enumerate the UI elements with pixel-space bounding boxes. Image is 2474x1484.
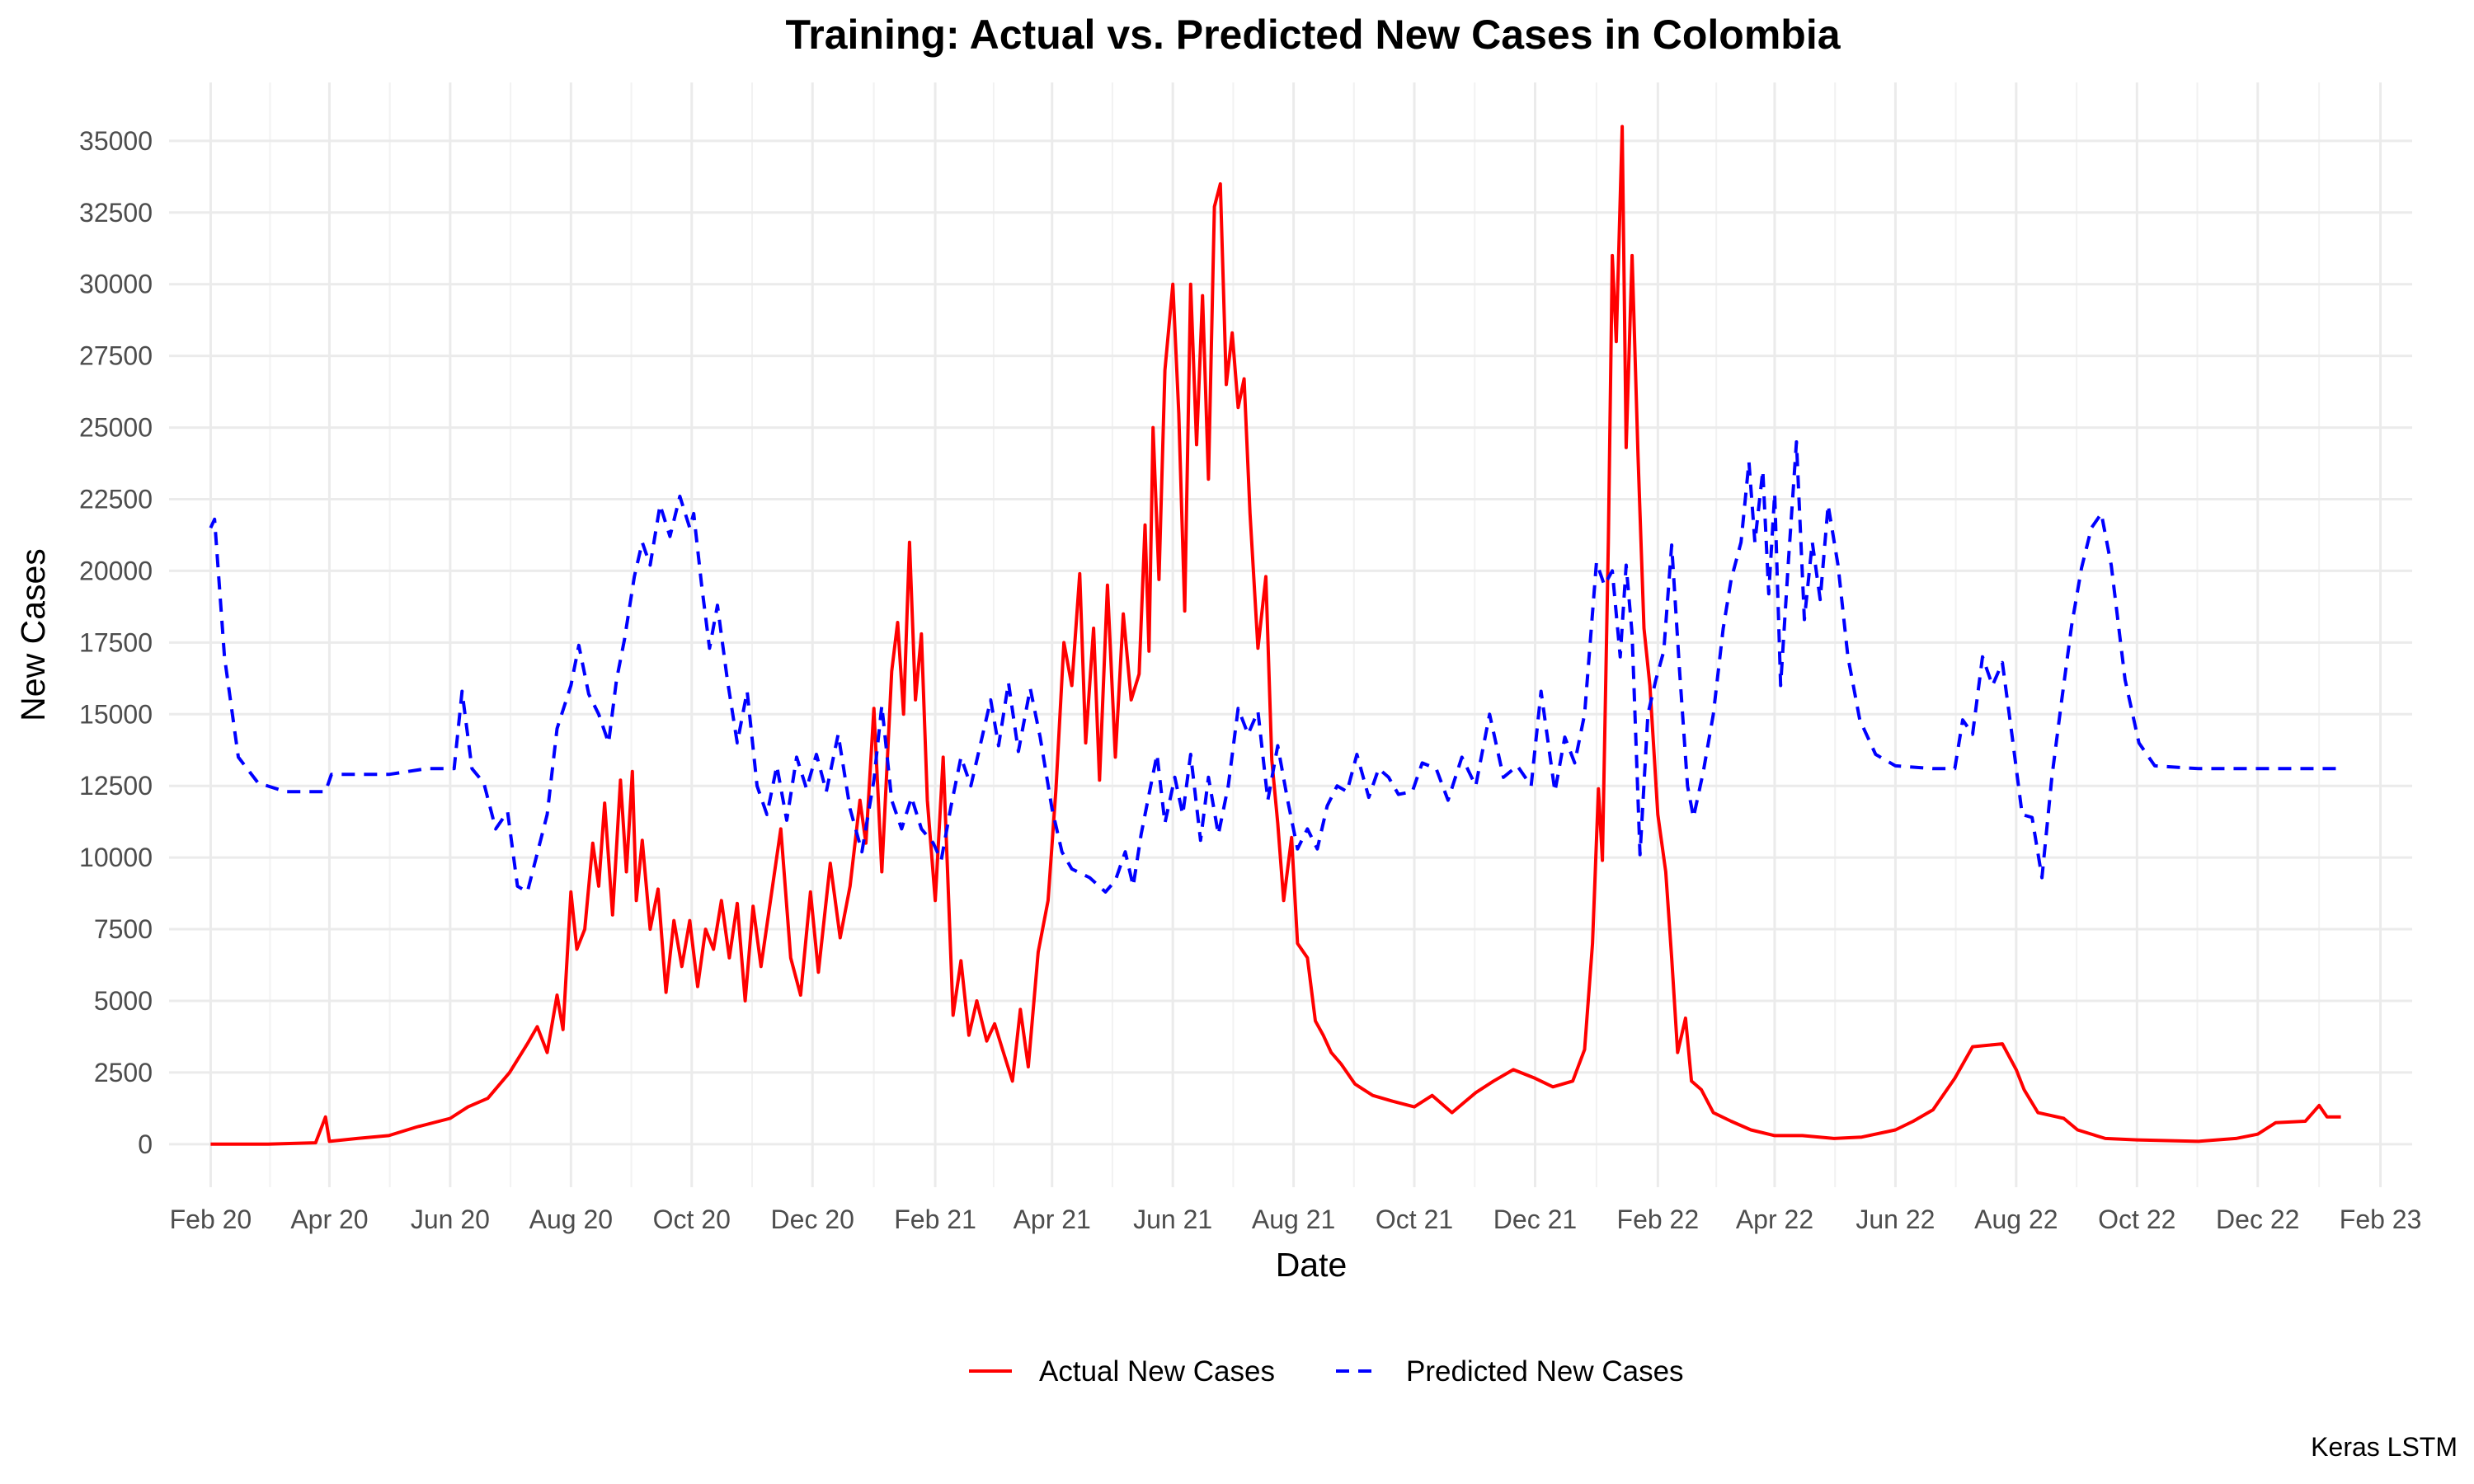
x-tick-label: Dec 21 <box>1493 1205 1577 1234</box>
y-tick-label: 30000 <box>79 270 153 299</box>
series-lines <box>209 124 2341 1146</box>
x-tick-label: Aug 20 <box>529 1205 613 1234</box>
actual-new-cases-line <box>210 124 2341 1146</box>
x-tick-label: Feb 22 <box>1617 1205 1700 1234</box>
x-tick-label: Aug 21 <box>1252 1205 1335 1234</box>
y-tick-label: 0 <box>138 1129 153 1159</box>
legend-label: Predicted New Cases <box>1406 1355 1684 1388</box>
y-tick-label: 5000 <box>94 986 153 1016</box>
y-tick-label: 27500 <box>79 341 153 371</box>
x-tick-label: Jun 22 <box>1856 1205 1935 1234</box>
caption: Keras LSTM <box>2311 1432 2458 1462</box>
x-tick-label: Feb 20 <box>170 1205 252 1234</box>
x-tick-label: Feb 21 <box>894 1205 976 1234</box>
x-axis-tick-labels: Feb 20 Apr 20 Jun 20 Aug 20 Oct 20 Dec 20 Feb … <box>170 1205 2422 1234</box>
x-tick-label: Oct 20 <box>653 1205 731 1234</box>
y-tick-label: 22500 <box>79 484 153 514</box>
y-tick-label: 25000 <box>79 413 153 443</box>
y-tick-label: 17500 <box>79 627 153 657</box>
y-tick-label: 32500 <box>79 198 153 228</box>
x-tick-label: Apr 21 <box>1014 1205 1091 1234</box>
x-axis-title: Date <box>1276 1246 1348 1284</box>
y-tick-label: 12500 <box>79 771 153 801</box>
y-tick-label: 20000 <box>79 556 153 585</box>
x-tick-label: Jun 20 <box>411 1205 490 1234</box>
x-tick-label: Feb 23 <box>2340 1205 2422 1234</box>
chart-title: Training: Actual vs. Predicted New Cases… <box>785 12 1841 58</box>
y-tick-label: 35000 <box>79 126 153 156</box>
legend: Actual New Cases Predicted New Cases <box>969 1355 1684 1388</box>
grid-minor <box>269 82 2321 1187</box>
legend-label: Actual New Cases <box>1039 1355 1275 1388</box>
y-tick-label: 10000 <box>79 843 153 872</box>
grid-major <box>169 82 2412 1187</box>
y-tick-label: 15000 <box>79 699 153 729</box>
x-tick-label: Jun 21 <box>1133 1205 1212 1234</box>
y-tick-label: 2500 <box>94 1058 153 1087</box>
predicted-new-cases-line <box>209 440 2341 894</box>
x-tick-label: Aug 22 <box>1974 1205 2058 1234</box>
x-tick-label: Oct 21 <box>1376 1205 1453 1234</box>
x-tick-label: Dec 20 <box>771 1205 854 1234</box>
x-tick-label: Dec 22 <box>2216 1205 2299 1234</box>
y-axis-tick-labels: 0 2500 5000 7500 10000 12500 15000 17500 20000 22… <box>79 126 153 1159</box>
y-tick-label: 7500 <box>94 914 153 944</box>
y-axis-title: New Cases <box>14 548 52 721</box>
x-tick-label: Oct 22 <box>2098 1205 2175 1234</box>
x-tick-label: Apr 22 <box>1736 1205 1813 1234</box>
x-tick-label: Apr 20 <box>290 1205 368 1234</box>
